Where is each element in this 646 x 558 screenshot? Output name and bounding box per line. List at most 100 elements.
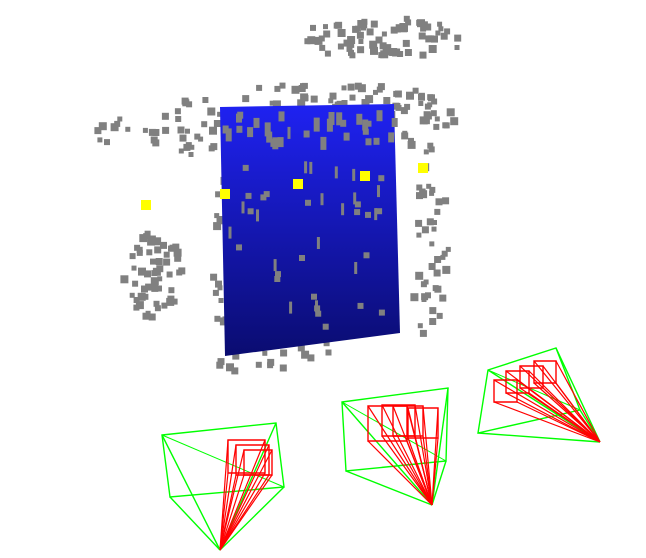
cloud-point-89 bbox=[302, 95, 309, 102]
camera-rig-right[interactable] bbox=[477, 347, 601, 443]
cloud-point-239 bbox=[153, 300, 160, 307]
plane-edge-point-25 bbox=[376, 110, 383, 122]
camera-frustum-edge bbox=[477, 432, 601, 443]
cloud-point-20 bbox=[379, 42, 387, 50]
cloud-point-43 bbox=[307, 36, 316, 45]
camera-pose-ray bbox=[219, 474, 273, 551]
camera-rig-center[interactable] bbox=[341, 387, 449, 506]
camera-pose-ray bbox=[219, 449, 245, 551]
cloud-point-40 bbox=[310, 24, 316, 31]
plane-point-5 bbox=[245, 192, 252, 199]
plane-point-31 bbox=[275, 271, 281, 278]
cloud-point-323 bbox=[267, 362, 274, 369]
feature-point-4 bbox=[418, 163, 428, 173]
cloud-point-238 bbox=[129, 292, 135, 298]
cloud-point-254 bbox=[429, 190, 435, 196]
cloud-point-64 bbox=[381, 31, 387, 37]
cloud-point-222 bbox=[163, 251, 170, 258]
cloud-point-221 bbox=[153, 237, 162, 246]
camera-pose-ray bbox=[381, 435, 433, 506]
cloud-point-286 bbox=[213, 222, 222, 231]
camera-frustum-edge bbox=[161, 434, 221, 551]
plane-point-9 bbox=[374, 208, 378, 221]
cloud-point-25 bbox=[323, 30, 331, 38]
cloud-point-137 bbox=[174, 108, 181, 115]
cloud-point-306 bbox=[415, 271, 424, 280]
feature-point-0 bbox=[141, 200, 151, 210]
plane-edge-point-21 bbox=[247, 127, 254, 138]
cloud-point-8 bbox=[370, 46, 378, 55]
plane-edge-point-7 bbox=[365, 120, 372, 127]
plane-point-33 bbox=[357, 302, 364, 309]
camera-frustum-edge bbox=[341, 401, 433, 506]
plane-point-4 bbox=[352, 168, 356, 181]
plane-edge-point-13 bbox=[225, 128, 232, 142]
cloud-point-168 bbox=[433, 123, 440, 130]
plane-edge-point-5 bbox=[236, 125, 243, 133]
cloud-point-284 bbox=[210, 273, 218, 281]
camera-pose-ray bbox=[493, 401, 601, 443]
cloud-point-196 bbox=[161, 302, 168, 309]
plane-point-39 bbox=[256, 209, 259, 222]
cloud-point-215 bbox=[155, 258, 163, 265]
cloud-point-60 bbox=[378, 52, 385, 59]
plane-point-0 bbox=[260, 194, 267, 201]
cloud-point-154 bbox=[210, 143, 218, 151]
plane-point-22 bbox=[354, 262, 358, 274]
cloud-point-236 bbox=[145, 310, 151, 316]
cloud-point-301 bbox=[434, 285, 442, 293]
cloud-point-164 bbox=[401, 132, 409, 140]
cloud-point-71 bbox=[272, 100, 281, 109]
plane-point-30 bbox=[247, 208, 254, 215]
plane-edge-point-19 bbox=[253, 117, 260, 128]
cloud-point-149 bbox=[217, 111, 223, 117]
plane-edge-point-8 bbox=[313, 117, 320, 132]
plane-point-19 bbox=[322, 323, 329, 330]
plane-edge-point-28 bbox=[266, 131, 273, 143]
cloud-point-256 bbox=[416, 192, 423, 200]
plane-edge-point-22 bbox=[336, 112, 343, 126]
cloud-point-173 bbox=[408, 137, 414, 144]
cloud-point-219 bbox=[171, 298, 178, 305]
cloud-point-32 bbox=[404, 49, 412, 56]
cloud-point-72 bbox=[349, 94, 356, 101]
feature-point-2 bbox=[293, 179, 303, 189]
camera-pose-ray bbox=[367, 405, 433, 506]
cloud-point-11 bbox=[357, 46, 365, 54]
cloud-point-244 bbox=[435, 198, 443, 206]
camera-pose-ray bbox=[505, 370, 601, 443]
cloud-point-246 bbox=[440, 254, 446, 260]
cloud-point-136 bbox=[194, 133, 201, 140]
cloud-point-260 bbox=[421, 226, 429, 234]
cloud-point-62 bbox=[370, 20, 378, 28]
cloud-point-51 bbox=[347, 36, 356, 44]
plane-point-28 bbox=[314, 305, 321, 312]
cloud-point-178 bbox=[395, 103, 401, 108]
plane-point-18 bbox=[287, 126, 291, 139]
cloud-point-142 bbox=[183, 143, 191, 151]
cloud-point-264 bbox=[426, 183, 432, 189]
cloud-point-23 bbox=[314, 36, 323, 45]
cloud-point-203 bbox=[135, 301, 144, 310]
camera-frustum-edge bbox=[345, 470, 433, 506]
plane-edge-point-0 bbox=[373, 137, 380, 145]
cloud-point-47 bbox=[348, 41, 355, 48]
cloud-point-34 bbox=[454, 45, 460, 50]
cloud-point-129 bbox=[201, 121, 208, 128]
camera-rig-left[interactable] bbox=[161, 422, 285, 551]
cloud-point-312 bbox=[125, 126, 131, 132]
camera-pose-ray bbox=[555, 360, 601, 443]
cloud-point-247 bbox=[434, 208, 441, 215]
cloud-point-321 bbox=[226, 363, 234, 372]
cloud-point-263 bbox=[428, 146, 435, 153]
camera-frustum-diagonal bbox=[487, 369, 581, 411]
cloud-point-290 bbox=[214, 213, 220, 219]
cloud-point-314 bbox=[94, 127, 102, 135]
camera-pose-ray bbox=[505, 392, 601, 443]
plane-point-20 bbox=[273, 259, 277, 272]
cloud-point-169 bbox=[450, 117, 459, 126]
cloud-point-188 bbox=[146, 249, 153, 256]
cloud-point-251 bbox=[423, 149, 429, 155]
